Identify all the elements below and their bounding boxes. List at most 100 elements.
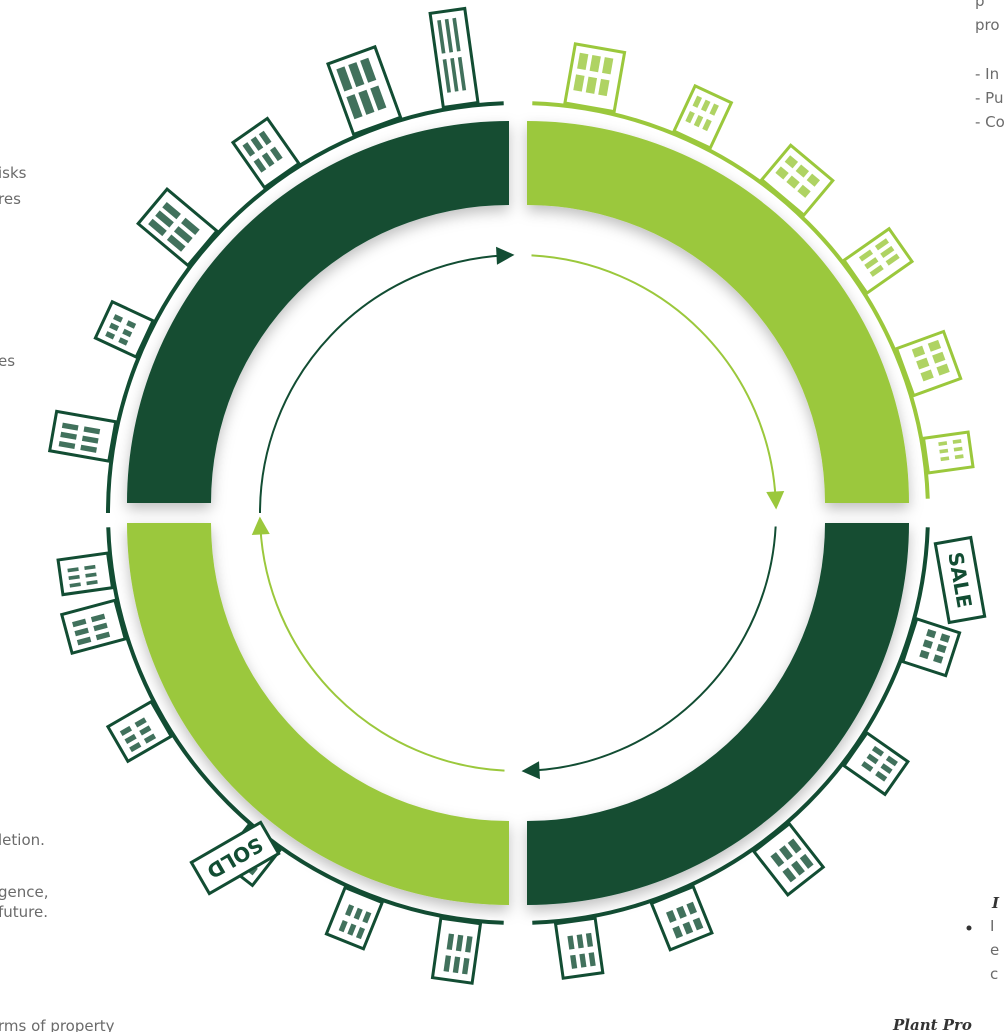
text-fragment: gence, bbox=[0, 883, 49, 901]
icon-window bbox=[885, 755, 898, 767]
icon-window bbox=[692, 917, 704, 931]
icon bbox=[900, 617, 962, 678]
icon-window bbox=[126, 320, 137, 329]
icon-window bbox=[784, 155, 799, 169]
icon-window bbox=[452, 956, 461, 974]
icon-window bbox=[443, 955, 452, 972]
text-fragment: - Pu bbox=[975, 89, 1003, 107]
bullet bbox=[966, 925, 972, 931]
icon-window bbox=[567, 935, 575, 950]
icon-window bbox=[938, 441, 948, 446]
cycle-arc bbox=[531, 254, 777, 500]
icon-window bbox=[682, 921, 694, 935]
icon-window bbox=[113, 314, 123, 323]
ring-segment bbox=[527, 523, 909, 905]
icon-window bbox=[954, 454, 964, 460]
icon bbox=[136, 187, 219, 268]
icon-window bbox=[452, 17, 461, 52]
icon-window bbox=[362, 911, 372, 924]
icon-window bbox=[700, 99, 711, 112]
text-fragment: es bbox=[0, 352, 15, 370]
icon-window bbox=[465, 936, 473, 953]
text-fragment: res bbox=[0, 190, 21, 208]
icon bbox=[759, 143, 835, 218]
icon-window bbox=[134, 717, 147, 728]
icon-window bbox=[181, 217, 200, 235]
icon-window bbox=[166, 234, 186, 252]
icon-window bbox=[148, 218, 167, 237]
icon-window bbox=[588, 952, 596, 967]
cycle-arrows bbox=[251, 246, 785, 780]
icon-window bbox=[450, 57, 459, 92]
icon bbox=[230, 116, 301, 190]
icon-window bbox=[173, 226, 193, 244]
icon-window bbox=[577, 52, 589, 71]
icon-window bbox=[866, 753, 879, 765]
icon-window bbox=[258, 130, 272, 146]
icon-window bbox=[139, 725, 152, 736]
text-fragment: pro bbox=[975, 16, 1000, 34]
icon-window bbox=[589, 54, 601, 73]
icon-window bbox=[570, 954, 578, 969]
icon-window bbox=[270, 146, 283, 162]
icon-window bbox=[936, 643, 947, 654]
icon-window bbox=[72, 618, 87, 628]
icon-window bbox=[446, 933, 455, 951]
icon-window bbox=[665, 910, 677, 923]
icon bbox=[324, 885, 385, 951]
ring bbox=[127, 121, 909, 905]
text-fragment: letion. bbox=[0, 831, 45, 849]
outer-arc bbox=[532, 101, 930, 499]
icon-window bbox=[806, 173, 821, 187]
icon-window bbox=[602, 57, 614, 75]
icon-body bbox=[430, 916, 483, 985]
icon-window bbox=[709, 103, 719, 116]
icon-window bbox=[579, 953, 587, 968]
icon-window bbox=[770, 852, 785, 868]
icon-window bbox=[93, 622, 108, 632]
icon-window bbox=[787, 838, 802, 854]
icon-window bbox=[345, 904, 355, 917]
icon-window bbox=[786, 175, 800, 189]
sale-sign: SALE bbox=[933, 535, 987, 625]
ring-segment bbox=[527, 121, 909, 503]
icon-window bbox=[109, 322, 120, 332]
icon-window bbox=[782, 867, 797, 883]
text-fragment: I bbox=[990, 917, 994, 935]
icon-window bbox=[795, 164, 810, 178]
icon-window bbox=[250, 136, 264, 151]
icon bbox=[47, 409, 118, 463]
icon-window bbox=[939, 448, 949, 454]
icon-window bbox=[952, 439, 962, 444]
icon bbox=[841, 730, 911, 797]
icon-window bbox=[775, 166, 789, 180]
icon-window bbox=[462, 957, 470, 975]
section-heading: Plant Pro bbox=[892, 1016, 972, 1032]
icon-window bbox=[672, 925, 683, 939]
icon bbox=[894, 329, 963, 398]
icon-window bbox=[353, 907, 363, 920]
icon-window bbox=[922, 639, 933, 649]
icon bbox=[105, 699, 174, 764]
icon-window bbox=[124, 733, 137, 745]
text-fragment: e bbox=[990, 941, 999, 959]
icon-window bbox=[936, 363, 950, 376]
icon-window bbox=[598, 78, 610, 97]
icon-window bbox=[932, 351, 946, 364]
icon-window bbox=[76, 636, 92, 646]
icon-window bbox=[81, 435, 99, 444]
icon-window bbox=[692, 95, 703, 108]
icon-window bbox=[875, 770, 888, 782]
icon-window bbox=[858, 249, 874, 262]
icon-window bbox=[122, 328, 133, 338]
arrow-head bbox=[251, 516, 270, 535]
ring-segment bbox=[127, 121, 509, 503]
outer-arc bbox=[532, 527, 930, 925]
icon-window bbox=[457, 56, 467, 91]
icon bbox=[921, 430, 975, 475]
text-fragment: p bbox=[975, 0, 985, 10]
decoration bbox=[47, 6, 975, 985]
icon-window bbox=[927, 339, 942, 352]
icon-window bbox=[261, 152, 275, 167]
icon-window bbox=[242, 142, 256, 157]
